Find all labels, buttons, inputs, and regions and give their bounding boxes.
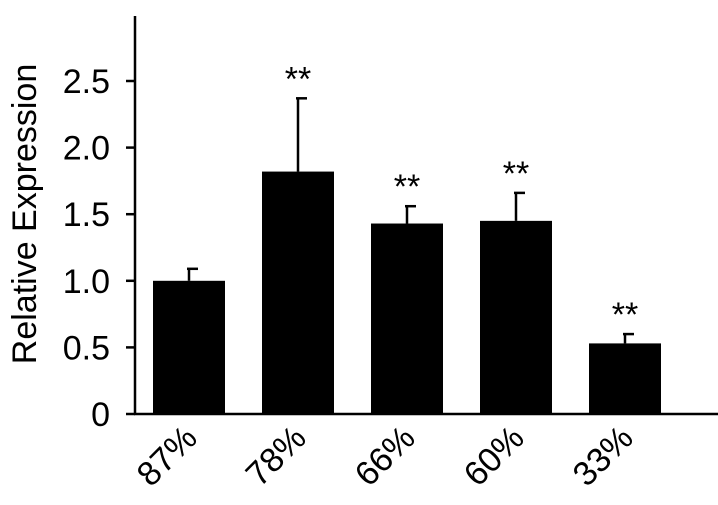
x-tick-label: 33% (566, 419, 641, 494)
bar (371, 223, 443, 414)
bar (153, 280, 225, 414)
significance-label: ** (612, 296, 638, 334)
y-tick-label: 1.5 (63, 196, 110, 234)
y-tick-label: 0 (91, 396, 110, 434)
error-bars (187, 97, 634, 344)
y-tick-label: 2.5 (63, 63, 110, 101)
bar (262, 171, 334, 414)
y-tick-label: 2.0 (63, 130, 110, 168)
x-tick-labels: 87% 78% 66% 60% 33% (130, 419, 641, 494)
bar (589, 343, 661, 414)
x-tick-label: 78% (239, 419, 314, 494)
x-tick-label: 87% (130, 419, 205, 494)
x-tick-label: 60% (457, 419, 532, 494)
y-tick-label: 1.0 (63, 263, 110, 301)
axes: 0 0.5 1.0 1.5 2.0 2.5 (63, 16, 718, 434)
significance-label: ** (503, 155, 529, 193)
bar (480, 220, 552, 414)
significance-label: ** (285, 60, 311, 98)
significance-markers: ** ** ** ** (285, 60, 638, 334)
bars (153, 171, 661, 414)
x-tick-label: 66% (348, 419, 423, 494)
y-axis-title: Relative Expression (6, 64, 44, 364)
significance-label: ** (394, 168, 420, 206)
y-tick-label: 0.5 (63, 329, 110, 367)
